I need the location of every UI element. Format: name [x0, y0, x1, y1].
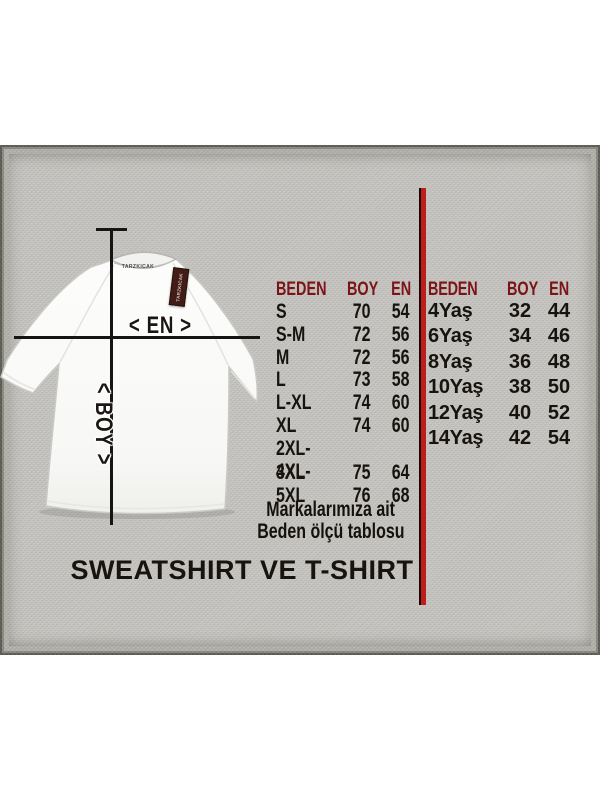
kids-size-table: BEDEN BOY EN 4Yaş 32 44 6Yaş 34 46 8Yaş … — [428, 279, 580, 452]
height-axis-line — [110, 229, 113, 525]
en-value: 56 — [392, 345, 410, 369]
en-value: 58 — [392, 368, 410, 392]
collar-brand-label: TARZKICAK — [121, 264, 155, 270]
hang-tag-text: TARZKICAK — [174, 272, 184, 302]
adult-header-en: EN — [390, 279, 412, 300]
en-value: 68 — [392, 483, 410, 507]
boy-value: 74 — [353, 391, 371, 415]
table-row: 2XL-3XL 75 64 — [276, 437, 420, 484]
boy-value: 40 — [508, 401, 532, 424]
page-title: SWEATSHIRT VE T-SHIRT — [70, 555, 414, 585]
en-value: 60 — [392, 413, 410, 437]
size-label: L-XL — [276, 391, 312, 415]
table-row: L 73 58 — [276, 368, 420, 391]
caption-line-1: Markalarımıza ait — [266, 498, 396, 521]
table-row: 10Yaş 38 50 — [428, 376, 580, 401]
shirt-body — [0, 252, 258, 515]
en-value: 44 — [547, 300, 571, 322]
table-row: 8Yaş 36 48 — [428, 351, 580, 376]
size-label: S — [276, 300, 287, 323]
en-value: 54 — [547, 426, 571, 449]
adult-header-boy: BOY — [346, 279, 379, 300]
size-label: L — [276, 368, 286, 392]
table-row: S 70 54 — [276, 300, 420, 323]
en-value: 46 — [547, 325, 571, 348]
adult-header-beden: BEDEN — [276, 279, 327, 300]
table-row: S-M 72 56 — [276, 323, 420, 346]
size-label: 4XL-5XL — [276, 459, 311, 507]
kids-header-beden: BEDEN — [428, 279, 478, 300]
shirt-hem-line — [46, 500, 225, 510]
boy-value: 72 — [353, 322, 371, 346]
boy-value: 75 — [353, 460, 371, 484]
width-axis-line — [14, 336, 260, 339]
size-label: 14Yaş — [428, 426, 484, 449]
boy-value: 38 — [508, 376, 532, 399]
table-row: 12Yaş 40 52 — [428, 402, 580, 427]
table-row: 4XL-5XL 76 68 — [276, 460, 420, 507]
size-label: 8Yaş — [428, 350, 473, 373]
size-label: 2XL-3XL — [276, 436, 311, 484]
tshirt-illustration — [0, 251, 258, 519]
en-value: 48 — [547, 350, 571, 373]
boy-value: 72 — [353, 345, 371, 369]
red-divider-line — [419, 188, 426, 605]
en-value: 50 — [547, 376, 571, 399]
caption: Markalarımıza ait Beden ölçü tablosu — [231, 499, 431, 543]
boy-value: 34 — [508, 325, 532, 348]
kids-header-boy: BOY — [506, 279, 539, 300]
table-row: L-XL 74 60 — [276, 391, 420, 414]
boy-value: 42 — [508, 426, 532, 449]
raglan-seam-left — [59, 264, 115, 363]
boy-value: 74 — [353, 413, 371, 437]
boy-value: 76 — [353, 483, 371, 507]
sleeve-hem-right — [230, 370, 256, 400]
en-value: 52 — [547, 401, 571, 424]
size-label: 6Yaş — [428, 325, 473, 348]
table-row: 6Yaş 34 46 — [428, 325, 580, 350]
en-value: 64 — [392, 460, 410, 484]
size-label: M — [276, 345, 290, 369]
boy-value: 36 — [508, 350, 532, 373]
width-dim-label: < EN > — [128, 312, 192, 339]
table-row: 14Yaş 42 54 — [428, 427, 580, 452]
table-row: XL 74 60 — [276, 414, 420, 437]
adult-table-header: BEDEN BOY EN — [276, 279, 420, 300]
kids-table-header: BEDEN BOY EN — [428, 279, 580, 300]
collar-inner-line — [113, 260, 174, 268]
size-label: XL — [276, 413, 297, 437]
en-value: 60 — [392, 391, 410, 415]
caption-line-2: Beden ölçü tablosu — [257, 520, 405, 543]
adult-size-table: BEDEN BOY EN S 70 54 S-M 72 56 M 72 56 L… — [276, 279, 420, 507]
kids-header-en: EN — [548, 279, 570, 300]
boy-value: 70 — [353, 300, 371, 323]
size-label: 10Yaş — [428, 376, 484, 399]
en-value: 54 — [392, 300, 410, 323]
size-label: 4Yaş — [428, 300, 473, 322]
sleeve-hem-left — [3, 372, 35, 390]
size-label: 12Yaş — [428, 401, 484, 424]
boy-value: 73 — [353, 368, 371, 392]
en-value: 56 — [392, 322, 410, 346]
table-row: 4Yaş 32 44 — [428, 300, 580, 325]
height-dim-label: < BOY > — [90, 382, 117, 466]
table-row: M 72 56 — [276, 346, 420, 369]
boy-value: 32 — [508, 300, 532, 322]
size-label: S-M — [276, 322, 306, 346]
